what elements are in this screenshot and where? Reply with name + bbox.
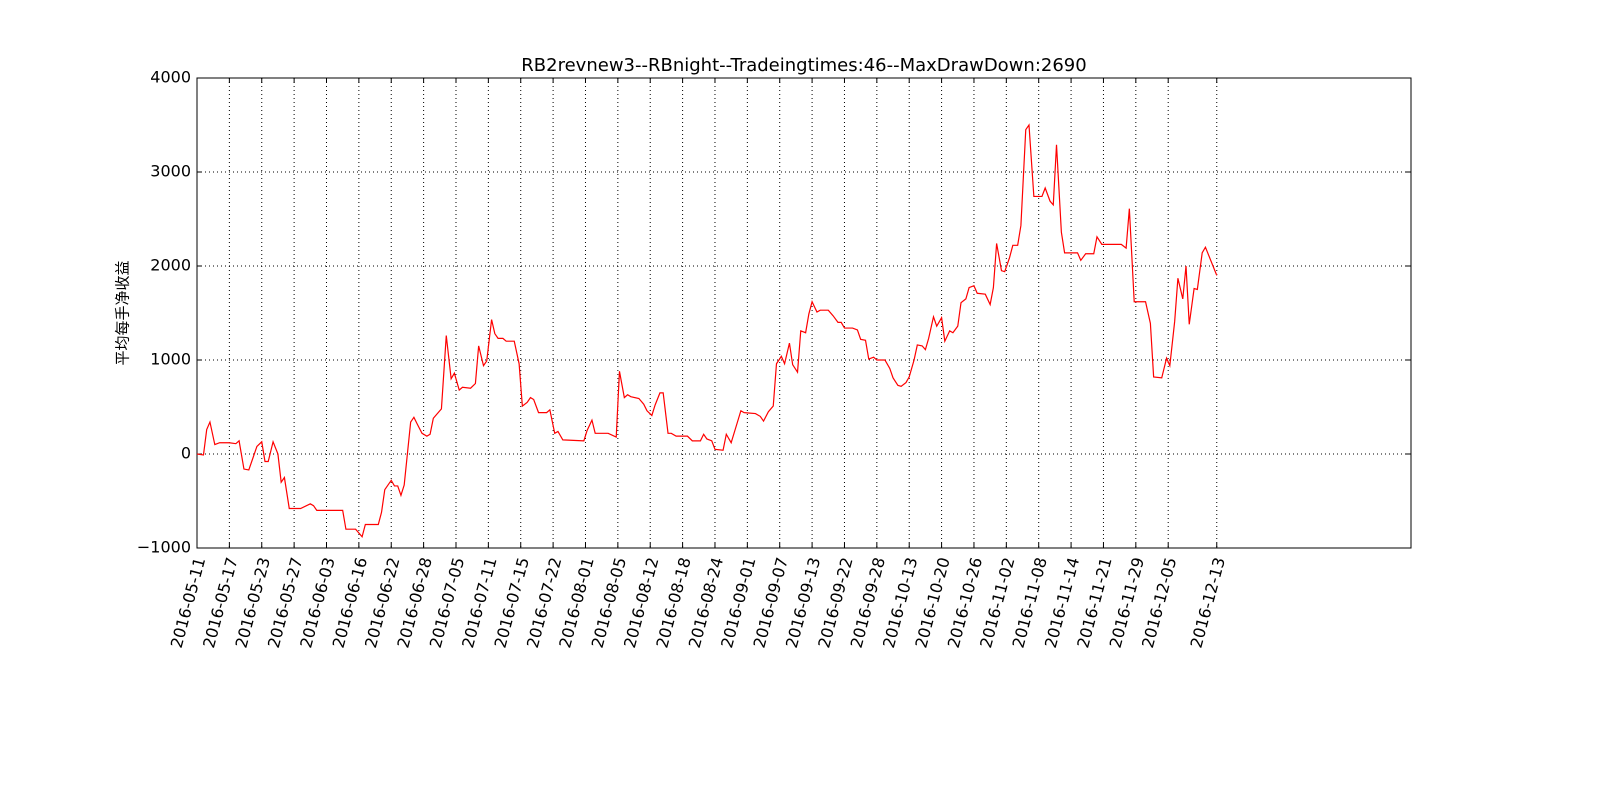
chart-title: RB2revnew3--RBnight--Tradeingtimes:46--M… — [521, 55, 1086, 76]
y-tick-label: 4000 — [150, 68, 191, 87]
data-line — [196, 123, 1218, 538]
y-tick-label: 1000 — [150, 350, 191, 369]
y-axis-label: 平均每手净收益 — [114, 260, 132, 365]
y-tick-label: −1000 — [137, 538, 191, 557]
plot-frame — [196, 77, 1412, 549]
y-tick-label: 0 — [181, 444, 191, 463]
y-tick-label: 2000 — [150, 256, 191, 275]
y-tick-label: 3000 — [150, 162, 191, 181]
